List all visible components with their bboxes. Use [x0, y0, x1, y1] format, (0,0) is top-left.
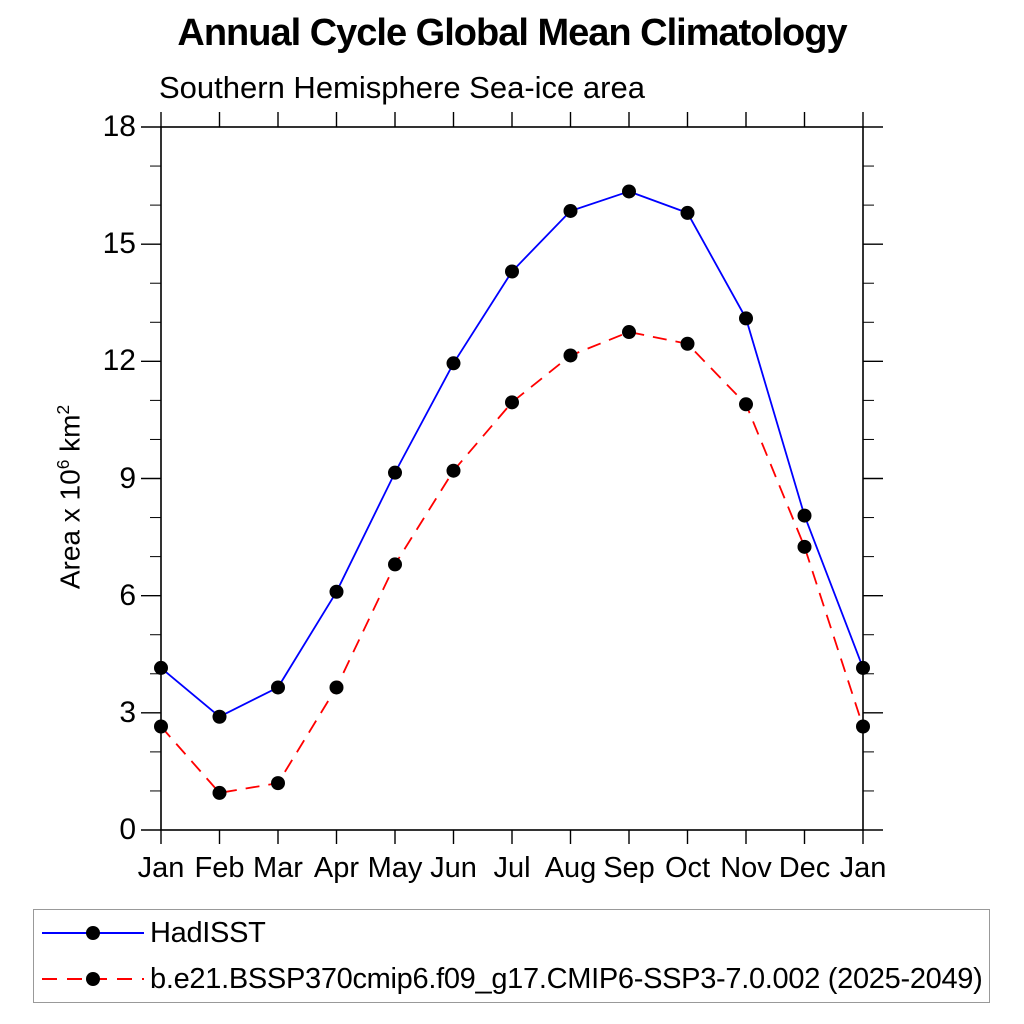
legend-sample-dashed	[42, 972, 144, 986]
chart-subtitle: Southern Hemisphere Sea-ice area	[159, 70, 645, 105]
data-point-series-0	[329, 584, 344, 599]
legend-box: HadISST b.e21.BSSP370cmip6.f09_g17.CMIP6…	[33, 909, 990, 1003]
legend-item-hadisst: HadISST	[34, 912, 989, 954]
data-point-series-0	[622, 184, 636, 199]
chart-title: Annual Cycle Global Mean Climatology	[177, 12, 847, 54]
data-point-series-0	[680, 205, 695, 220]
data-point-series-1	[154, 719, 168, 734]
data-point-series-1	[856, 719, 870, 734]
data-point-series-1	[271, 776, 285, 791]
data-point-series-0	[856, 660, 870, 675]
data-point-series-1	[446, 463, 461, 478]
data-point-series-0	[505, 264, 519, 279]
data-point-series-0	[154, 660, 168, 675]
legend-item-model: b.e21.BSSP370cmip6.f09_g17.CMIP6-SSP3-7.…	[34, 958, 989, 1000]
data-point-series-1	[563, 348, 578, 363]
data-point-series-0	[388, 465, 402, 480]
data-point-series-1	[505, 395, 519, 410]
data-point-series-0	[739, 311, 753, 326]
data-point-series-0	[446, 356, 461, 371]
legend-marker-dot	[86, 926, 100, 940]
data-point-series-0	[271, 680, 285, 695]
data-point-series-1	[388, 557, 402, 572]
data-point-series-0	[563, 203, 578, 218]
data-point-series-1	[797, 539, 812, 554]
legend-sample-solid	[42, 926, 144, 940]
legend-label-model: b.e21.BSSP370cmip6.f09_g17.CMIP6-SSP3-7.…	[150, 962, 983, 995]
data-point-series-1	[680, 336, 695, 351]
data-point-series-1	[739, 397, 753, 412]
legend-label-hadisst: HadISST	[150, 916, 266, 949]
data-point-series-1	[622, 325, 636, 340]
data-point-series-1	[329, 680, 344, 695]
data-point-series-1	[212, 785, 227, 800]
data-point-series-0	[212, 709, 227, 724]
plot-frame	[160, 126, 864, 831]
data-point-series-0	[797, 508, 812, 523]
legend-marker-dot	[86, 972, 100, 986]
